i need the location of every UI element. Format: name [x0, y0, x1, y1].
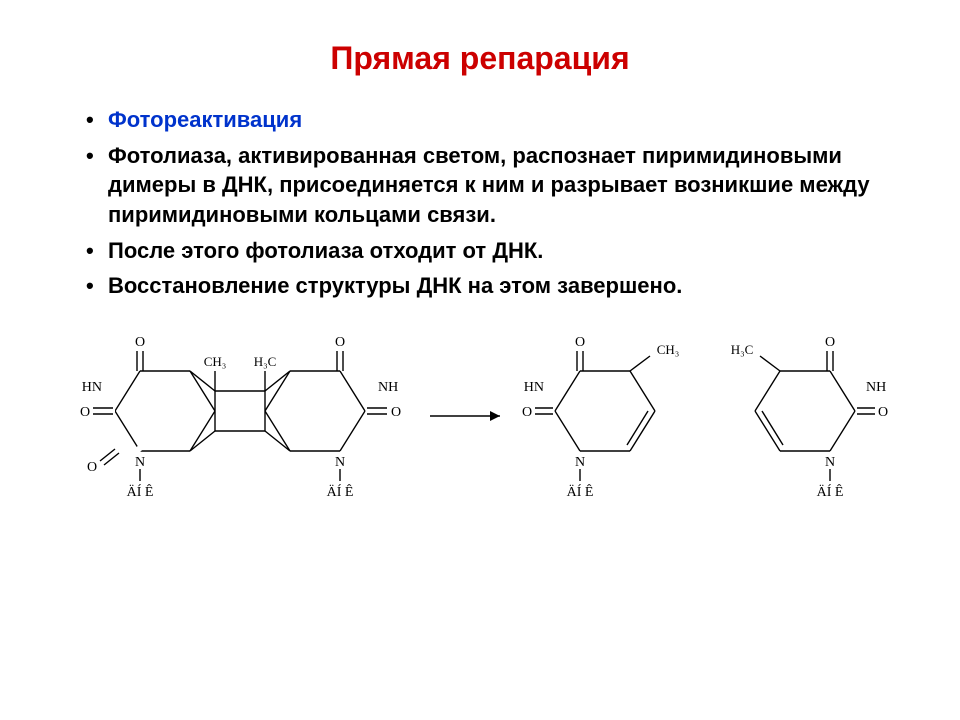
slide-title: Прямая репарация [60, 40, 900, 77]
label-CH3: CH₃ [204, 354, 227, 369]
bullet-item: Фотолиаза, активированная светом, распоз… [80, 141, 900, 230]
label-H3C: H₃C [731, 342, 754, 357]
label-dna: ÄÍ Ê [327, 483, 354, 500]
label-N: N [575, 455, 585, 470]
label-O: O [335, 335, 345, 350]
bullet-text: Фотореактивация [108, 107, 302, 132]
thymine-dimer: O O O O [80, 335, 401, 500]
label-O: O [575, 335, 585, 350]
bullet-list: Фотореактивация Фотолиаза, активированна… [80, 105, 900, 301]
label-O: O [87, 460, 97, 475]
label-HN: HN [82, 380, 102, 395]
label-N: N [135, 455, 145, 470]
bullet-item: Восстановление структуры ДНК на этом зав… [80, 271, 900, 301]
label-O: O [391, 405, 401, 420]
bullet-text: Восстановление структуры ДНК на этом зав… [108, 273, 682, 298]
bullet-item: После этого фотолиаза отходит от ДНК. [80, 236, 900, 266]
thymine-monomers: O O HN N ÄÍ Ê CH₃ [522, 335, 888, 500]
bullet-item: Фотореактивация [80, 105, 900, 135]
label-dna: ÄÍ Ê [817, 483, 844, 500]
label-dna: ÄÍ Ê [127, 483, 154, 500]
label-NH: NH [866, 380, 886, 395]
label-CH3: CH₃ [657, 342, 680, 357]
label-N: N [825, 455, 835, 470]
reaction-diagram: O O O O [60, 321, 900, 521]
label-O: O [80, 405, 90, 420]
label-O: O [825, 335, 835, 350]
bullet-text: После этого фотолиаза отходит от ДНК. [108, 238, 543, 263]
label-HN: HN [524, 380, 544, 395]
reaction-arrow [430, 411, 500, 421]
label-O: O [522, 405, 532, 420]
label-N: N [335, 455, 345, 470]
label-H3C: H₃C [254, 354, 277, 369]
label-O: O [135, 335, 145, 350]
label-NH: NH [378, 380, 398, 395]
label-O: O [878, 405, 888, 420]
label-dna: ÄÍ Ê [567, 483, 594, 500]
bullet-text: Фотолиаза, активированная светом, распоз… [108, 143, 870, 227]
